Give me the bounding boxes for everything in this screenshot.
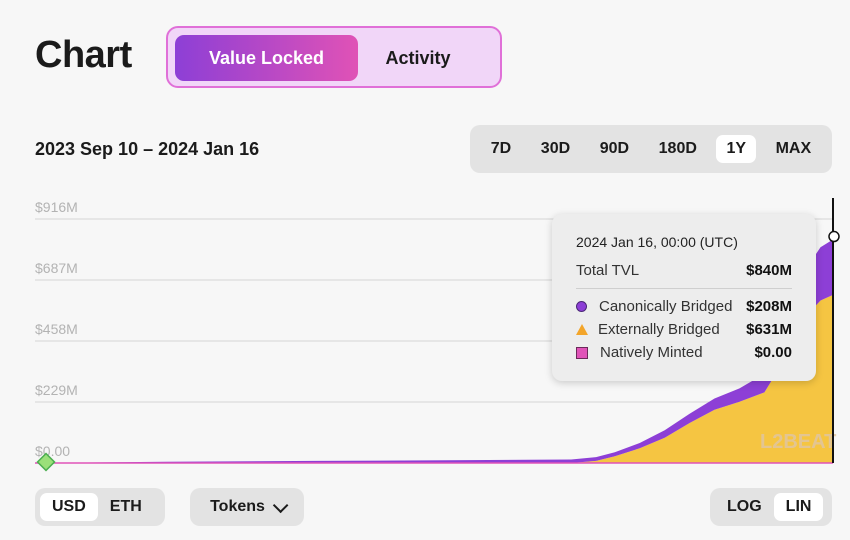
range-start-marker[interactable] (36, 452, 56, 472)
y-tick-label: $229M (35, 382, 78, 398)
tokens-label: Tokens (210, 498, 265, 515)
tooltip-row-canonical: Canonically Bridged $208M (576, 298, 792, 315)
tooltip-total-value: $840M (746, 262, 792, 279)
period-max-button[interactable]: MAX (775, 140, 812, 157)
tokens-dropdown[interactable]: Tokens (190, 488, 304, 526)
externally-bridged-area (35, 294, 833, 463)
period-selector: 7D 30D 90D 180D 1Y MAX (470, 125, 832, 173)
tooltip-label: Externally Bridged (598, 321, 720, 338)
tvl-chart[interactable]: $0.00 $229M $458M $687M $916M L2BEAT (0, 190, 850, 480)
currency-eth-button[interactable]: ETH (109, 498, 142, 515)
scale-toggle: LOG LIN (710, 488, 832, 526)
canonical-dot-icon (576, 301, 587, 312)
chart-tooltip: 2024 Jan 16, 00:00 (UTC) Total TVL $840M… (552, 214, 816, 381)
tooltip-total-label: Total TVL (576, 262, 640, 279)
chevron-down-icon (272, 497, 289, 513)
tooltip-total-row: Total TVL $840M (576, 262, 792, 279)
y-tick-label: $687M (35, 260, 78, 276)
currency-toggle: USD ETH (35, 488, 165, 526)
tooltip-row-external: Externally Bridged $631M (576, 321, 792, 338)
tooltip-value: $208M (746, 298, 792, 315)
tooltip-label: Natively Minted (600, 344, 703, 361)
tooltip-value: $0.00 (754, 344, 792, 361)
tooltip-date: 2024 Jan 16, 00:00 (UTC) (576, 234, 738, 250)
page-title: Chart (35, 34, 132, 76)
tooltip-row-native: Natively Minted $0.00 (576, 344, 792, 361)
hover-point (828, 230, 840, 243)
period-180d-button[interactable]: 180D (658, 140, 697, 157)
tooltip-value: $631M (746, 321, 792, 338)
l2beat-watermark: L2BEAT (760, 431, 836, 453)
y-tick-label: $458M (35, 321, 78, 337)
native-square-icon (576, 346, 588, 359)
period-90d-button[interactable]: 90D (599, 140, 630, 157)
period-30d-button[interactable]: 30D (540, 140, 571, 157)
y-tick-label: $916M (35, 199, 78, 215)
tab-activity[interactable]: Activity (385, 47, 451, 68)
currency-usd-button[interactable]: USD (40, 493, 98, 521)
scale-lin-button[interactable]: LIN (773, 493, 824, 521)
y-tick-label: $0.00 (35, 443, 70, 459)
period-7d-button[interactable]: 7D (490, 140, 512, 157)
tooltip-label: Canonically Bridged (599, 298, 733, 315)
scale-log-button[interactable]: LOG (727, 498, 762, 515)
date-range: 2023 Sep 10 – 2024 Jan 16 (35, 139, 260, 159)
tab-value-locked[interactable]: Value Locked (175, 35, 358, 81)
chart-mode-switch: Value Locked Activity (166, 26, 502, 88)
external-triangle-icon (576, 324, 588, 335)
period-1y-button[interactable]: 1Y (716, 135, 757, 163)
tooltip-divider (576, 288, 792, 289)
